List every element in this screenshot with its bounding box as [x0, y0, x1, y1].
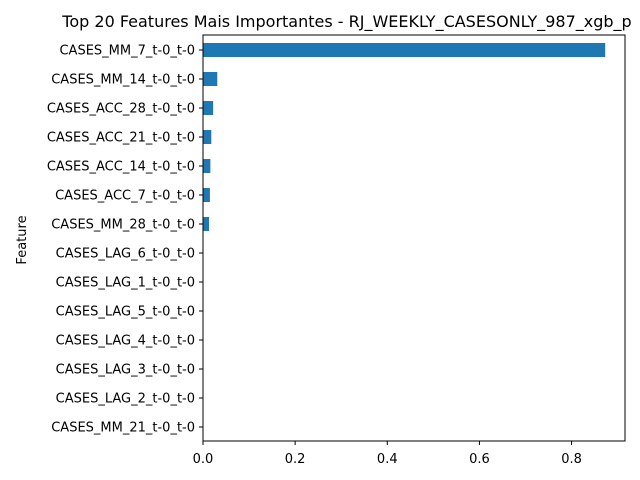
bar-7	[203, 217, 209, 231]
y-tick-label: CASES_ACC_21_t-0_t-0	[47, 131, 195, 146]
y-tick-label: CASES_ACC_7_t-0_t-0	[55, 189, 195, 204]
plot-frame	[202, 34, 626, 442]
bar-1	[203, 43, 606, 57]
y-tick-label: CASES_LAG_6_t-0_t-0	[56, 247, 195, 262]
y-tick-label: CASES_LAG_3_t-0_t-0	[56, 363, 195, 378]
bar-4	[203, 130, 212, 144]
y-axis-ticks: CASES_MM_7_t-0_t-0 CASES_MM_14_t-0_t-0 CAS…	[47, 44, 203, 436]
x-tick-label: 0.4	[377, 452, 398, 467]
x-tick-label: 0.0	[193, 452, 214, 467]
bar-5	[203, 159, 211, 173]
x-axis-ticks: 0.0 0.2 0.4 0.6 0.8	[193, 441, 582, 467]
y-tick-label: CASES_ACC_14_t-0_t-0	[47, 160, 195, 175]
y-tick-label: CASES_LAG_5_t-0_t-0	[56, 305, 195, 320]
y-tick-label: CASES_ACC_28_t-0_t-0	[47, 102, 195, 117]
bar-2	[203, 72, 218, 86]
y-tick-label: CASES_MM_7_t-0_t-0	[59, 44, 195, 59]
y-tick-label: CASES_LAG_1_t-0_t-0	[56, 276, 195, 291]
y-tick-label: CASES_MM_21_t-0_t-0	[51, 421, 195, 436]
x-tick-label: 0.2	[285, 452, 306, 467]
bar-6	[203, 188, 210, 202]
bar-3	[203, 101, 214, 115]
y-tick-label: CASES_MM_14_t-0_t-0	[51, 73, 195, 88]
x-tick-label: 0.6	[469, 452, 490, 467]
x-tick-label: 0.8	[561, 452, 582, 467]
y-tick-label: CASES_MM_28_t-0_t-0	[51, 218, 195, 233]
y-tick-label: CASES_LAG_2_t-0_t-0	[56, 392, 195, 407]
y-axis-label: Feature	[15, 215, 30, 264]
y-tick-label: CASES_LAG_4_t-0_t-0	[56, 334, 195, 349]
bars-group	[203, 43, 606, 231]
chart-title: Top 20 Features Mais Importantes - RJ_WE…	[61, 12, 631, 32]
